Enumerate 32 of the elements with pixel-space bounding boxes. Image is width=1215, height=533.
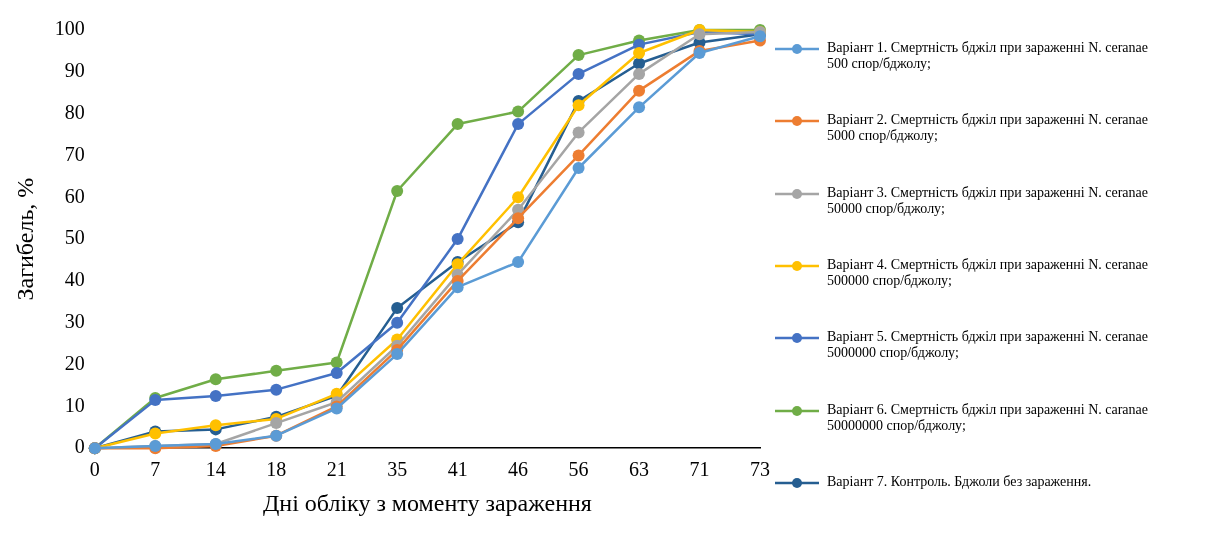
legend-label: Варіант 3. Смертність бджіл при зараженні N. ceranae 50000 спор/бджолу; xyxy=(827,184,1149,217)
x-tick-label: 41 xyxy=(447,458,468,481)
y-tick-label: 50 xyxy=(64,226,85,249)
x-tick-label: 14 xyxy=(205,458,226,481)
y-tick-label: 40 xyxy=(64,268,85,291)
x-axis-title: Дні обліку з моменту зараження xyxy=(262,489,592,516)
legend-label: Варіант 7. Контроль. Бджоли без зараження. xyxy=(827,473,1092,490)
x-tick-label: 71 xyxy=(689,458,710,481)
x-tick-label: 63 xyxy=(629,458,650,481)
y-tick-label: 80 xyxy=(64,100,85,123)
x-tick-label: 73 xyxy=(750,458,770,481)
y-tick-label: 100 xyxy=(54,17,85,40)
y-tick-label: 30 xyxy=(64,309,85,332)
y-tick-label: 10 xyxy=(64,393,85,416)
y-axis-title: Загибель, % xyxy=(11,177,38,301)
x-tick-label: 35 xyxy=(387,458,408,481)
x-tick-label: 0 xyxy=(89,458,100,481)
y-tick-label: 70 xyxy=(64,142,85,165)
legend-label: Варіант 1. Смертність бджіл при зараженні N. ceranae 500 спор/бджолу; xyxy=(827,40,1149,73)
legend-label: Варіант 2. Смертність бджіл при зараженні N. ceranae 5000 спор/бджолу; xyxy=(827,112,1149,145)
y-tick-label: 90 xyxy=(64,59,85,82)
legend-label: Варіант 5. Смертність бджіл при зараженні N. ceranae 5000000 спор/бджолу; xyxy=(827,329,1149,362)
legend-label: Варіант 4. Смертність бджіл при зараженні N. ceranae 500000 спор/бджолу; xyxy=(827,256,1149,289)
y-tick-label: 0 xyxy=(74,435,85,458)
x-tick-label: 46 xyxy=(508,458,529,481)
legend-label: Варіант 6. Смертність бджіл при зараженні N. caranae 50000000 спор/бджолу; xyxy=(827,401,1149,434)
x-tick-label: 18 xyxy=(266,458,287,481)
x-tick-label: 56 xyxy=(568,458,589,481)
x-tick-label: 21 xyxy=(326,458,347,481)
y-tick-label: 20 xyxy=(64,351,85,374)
y-tick-label: 60 xyxy=(64,184,85,207)
x-tick-label: 7 xyxy=(150,458,161,481)
